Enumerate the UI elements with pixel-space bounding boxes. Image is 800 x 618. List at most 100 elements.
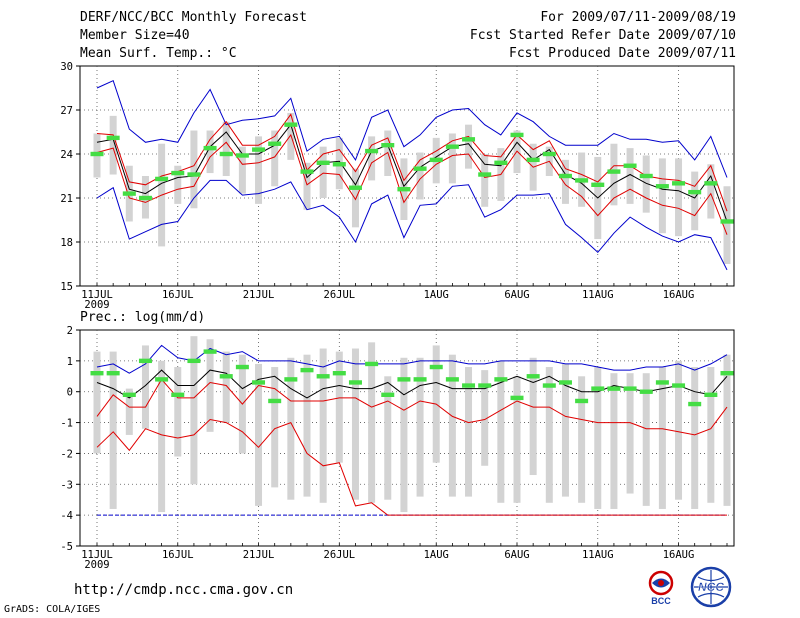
temp-spread-box — [255, 136, 263, 204]
prec-median-marker — [542, 383, 556, 388]
temp-min-envelope-line — [96, 179, 728, 271]
prec-median-marker — [252, 380, 266, 385]
temp-spread-box — [174, 165, 182, 204]
temp-median-marker — [332, 162, 346, 167]
prec-median-marker — [300, 367, 314, 373]
prec-xtick-label: 11JUL — [81, 549, 113, 561]
prec-min-line — [96, 418, 727, 516]
temp-median-marker — [187, 172, 201, 177]
temp-spread-box — [626, 148, 634, 204]
ncc-logo: NCC — [688, 566, 734, 608]
prec-ytick-label: -3 — [60, 479, 73, 491]
temp-median-marker — [720, 219, 734, 224]
prec-spread-box — [561, 363, 569, 497]
temp-median-marker — [122, 191, 136, 196]
temp-median-marker — [381, 143, 395, 148]
temp-median-marker — [90, 151, 104, 157]
prec-median-marker — [187, 358, 201, 364]
forecast-period: For 2009/07/11-2009/08/19 — [540, 10, 736, 25]
prec-median-marker — [672, 383, 686, 388]
temp-spread-box — [642, 155, 650, 213]
prec-spread-box — [125, 388, 133, 435]
prec-median-marker — [268, 398, 282, 404]
temp-median-marker — [203, 145, 217, 151]
temp-median-marker — [445, 144, 459, 149]
prec-xtick-label: 16AUG — [663, 549, 695, 561]
prec-spread-box — [93, 351, 101, 454]
prec-ytick-label: 0 — [67, 387, 73, 399]
prec-spread-box — [707, 367, 715, 503]
prec-median-marker — [575, 398, 589, 404]
prec-spread-box — [723, 354, 731, 506]
prec-spread-box — [222, 351, 230, 423]
ncc-logo-text: NCC — [698, 580, 724, 594]
temp-median-marker — [639, 173, 653, 179]
temp-xtick-label: 26JUL — [324, 289, 356, 301]
prec-median-marker — [445, 377, 459, 382]
prec-spread-box — [675, 360, 683, 500]
temp-spread-box — [610, 143, 618, 206]
prec-spread-box — [255, 363, 263, 506]
temp-spread-box — [448, 133, 456, 184]
temp-median-marker — [413, 166, 427, 171]
temp-xtick-label: 16JUL — [162, 289, 194, 301]
prec-median-marker — [235, 364, 249, 370]
temp-xtick-label: 21JUL — [243, 289, 275, 301]
prec-median-marker — [122, 392, 136, 397]
prec-median-marker — [704, 392, 718, 397]
prec-median-marker — [478, 383, 492, 388]
temp-xtick-label: 11JUL — [81, 289, 113, 301]
prec-median-marker — [655, 380, 669, 385]
temp-median-marker — [494, 160, 508, 165]
prec-spread-box — [109, 351, 117, 509]
temp-upper-line — [96, 113, 728, 212]
prec-spread-box — [578, 376, 586, 503]
prec-median-marker — [171, 392, 185, 397]
temp-median-marker — [235, 153, 249, 158]
prec-ytick-label: 2 — [67, 325, 73, 337]
temp-spread-box — [416, 152, 424, 200]
prec-spread-box — [610, 373, 618, 509]
prec-spread-box — [303, 354, 311, 497]
prec-ytick-label: 1 — [67, 356, 73, 368]
prec-spread-box — [691, 367, 699, 509]
temp-ytick-label: 24 — [60, 149, 73, 161]
temp-mean-line — [96, 123, 728, 222]
temp-xtick-label: 11AUG — [582, 289, 614, 301]
prec-median-marker — [623, 386, 637, 391]
temp-xtick-label: 6AUG — [504, 289, 529, 301]
prec-median-marker — [138, 358, 152, 364]
temp-median-marker — [268, 141, 282, 146]
temp-spread-box — [368, 136, 376, 181]
prec-median-marker — [316, 374, 330, 379]
temp-lower-line — [96, 133, 728, 235]
temp-median-marker — [575, 178, 589, 183]
prec-median-marker — [365, 361, 379, 367]
prec-spread-box — [529, 357, 537, 476]
prec-spread-box — [271, 367, 279, 488]
temp-spread-box — [222, 121, 230, 176]
temp-median-marker — [171, 170, 185, 176]
prec-spread-box — [368, 342, 376, 503]
temp-panel-title: Mean Surf. Temp.: °C — [80, 46, 237, 61]
temp-spread-box — [303, 162, 311, 210]
prec-median-marker — [90, 371, 104, 376]
temp-spread-box — [481, 154, 489, 207]
prec-spread-box — [594, 367, 602, 509]
prec-spread-box — [158, 360, 166, 513]
source-url[interactable]: http://cmdp.ncc.cma.gov.cn — [74, 582, 294, 598]
temp-spread-box — [238, 146, 246, 194]
temp-median-marker — [672, 181, 686, 186]
prec-spread-box — [481, 370, 489, 466]
temp-spread-box — [190, 130, 198, 209]
prec-spread-box — [174, 367, 182, 457]
prec-median-marker — [348, 380, 362, 385]
temp-median-marker — [397, 187, 411, 192]
prec-spread-box — [658, 367, 666, 509]
temp-ytick-label: 21 — [60, 193, 73, 205]
prec-ytick-label: -4 — [60, 510, 73, 522]
temp-median-marker — [542, 151, 556, 157]
member-size: Member Size=40 — [80, 28, 190, 43]
bcc-logo: BCC — [640, 570, 682, 606]
prec-median-marker — [558, 380, 572, 385]
